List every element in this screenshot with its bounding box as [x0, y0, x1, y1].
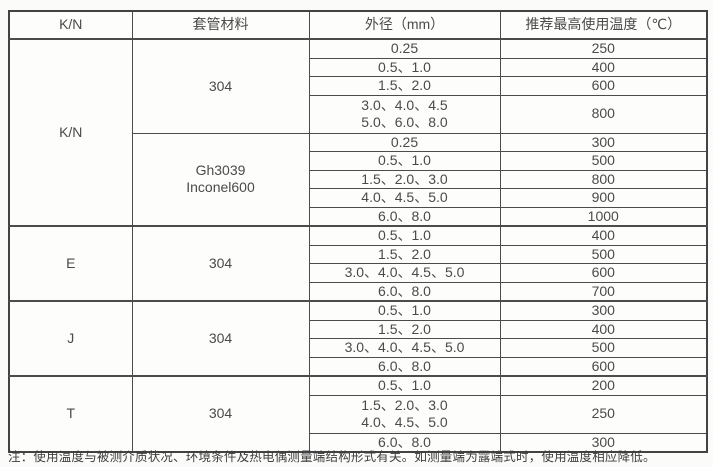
max-temp-cell: 250 [499, 394, 708, 434]
max-temp-cell: 250 [499, 38, 708, 59]
outer-diameter-cell: 3.0、4.0、4.5 5.0、6.0、8.0 [308, 94, 501, 134]
table-row: 0.5、1.0 500 [9, 151, 708, 171]
max-temp-cell: 600 [499, 356, 708, 377]
header-material: 套管材料 [131, 10, 310, 40]
table-row: E 304 0.5、1.0 400 [8, 225, 708, 302]
max-temp-cell: 800 [499, 94, 708, 134]
outer-diameter-cell: 0.25 [308, 38, 501, 59]
table-row: T 304 0.5、1.0 200 [8, 375, 708, 453]
header-outer-diameter: 外径（mm） [308, 10, 501, 40]
material-cell: 304 [131, 300, 310, 377]
outer-diameter-cell: 0.5、1.0 [308, 375, 501, 396]
outer-diameter-cell: 1.5、2.0 [308, 244, 501, 264]
outer-diameter-cell: 1.5、2.0、3.0 [308, 169, 501, 189]
outer-diameter-cell: 1.5、2.0 [308, 76, 501, 96]
table-row: 3.0、4.0、4.5、5.0 500 [9, 338, 708, 358]
max-temp-cell: 900 [499, 188, 708, 208]
table-header: K/N 套管材料 外径（mm） 推荐最高使用温度（℃） [8, 10, 708, 40]
max-temp-cell: 500 [499, 338, 708, 358]
max-temp-cell: 400 [499, 319, 708, 339]
material-cell: 304 [131, 38, 310, 134]
max-temp-cell: 1000 [499, 206, 708, 227]
outer-diameter-cell: 6.0、8.0 [308, 356, 501, 377]
max-temp-cell: 500 [499, 244, 708, 264]
spec-table: K/N 套管材料 外径（mm） 推荐最高使用温度（℃） K/N 304 0.25 25… [8, 10, 708, 453]
table-row: 3.0、4.0、4.5 5.0、6.0、8.0 800 [9, 94, 708, 134]
header-max-temp: 推荐最高使用温度（℃） [499, 10, 708, 40]
table-row: 1.5、2.0 400 [9, 319, 708, 339]
table-row: J 304 0.5、1.0 300 [8, 300, 708, 377]
table-body: K/N 304 0.25 250 0.5、1.0 400 1.5、2.0 600 3.0、4.0… [8, 38, 708, 453]
max-temp-cell: 300 [499, 432, 708, 453]
footnote: 注：使用温度与被测介质状况、环境条件及热电偶测量端结构形式有关。如测量端为露端式… [8, 450, 656, 464]
outer-diameter-cell: 1.5、2.0 [308, 319, 501, 339]
outer-diameter-cell: 1.5、2.0、3.0 4.0、4.5、5.0 [308, 394, 501, 434]
table-row: K/N 304 0.25 250 [8, 38, 708, 227]
outer-diameter-cell: 6.0、8.0 [308, 281, 501, 302]
outer-diameter-cell: 3.0、4.0、4.5、5.0 [308, 263, 501, 283]
outer-diameter-cell: 0.5、1.0 [308, 57, 501, 77]
header-row: K/N 套管材料 外径（mm） 推荐最高使用温度（℃） [8, 10, 708, 40]
max-temp-cell: 300 [499, 132, 708, 152]
max-temp-cell: 500 [499, 151, 708, 171]
max-temp-cell: 400 [499, 57, 708, 77]
table-row: 1.5、2.0、3.0 800 [9, 169, 708, 189]
header-kn: K/N [8, 10, 133, 40]
material-cell: Gh3039 Inconel600 [131, 132, 310, 227]
table-row: 6.0、8.0 600 [9, 356, 708, 377]
table-row: 3.0、4.0、4.5、5.0 600 [9, 263, 708, 283]
max-temp-cell: 800 [499, 169, 708, 189]
outer-diameter-cell: 0.25 [308, 132, 501, 152]
outer-diameter-cell: 6.0、8.0 [308, 432, 501, 453]
max-temp-cell: 300 [499, 300, 708, 321]
outer-diameter-cell: 0.5、1.0 [308, 225, 501, 246]
material-cell: 304 [131, 225, 310, 302]
outer-diameter-cell: 6.0、8.0 [308, 206, 501, 227]
max-temp-cell: 600 [499, 76, 708, 96]
outer-diameter-cell: 0.5、1.0 [308, 151, 501, 171]
max-temp-cell: 600 [499, 263, 708, 283]
max-temp-cell: 400 [499, 225, 708, 246]
outer-diameter-cell: 4.0、4.5、5.0 [308, 188, 501, 208]
material-cell: 304 [131, 375, 310, 453]
table-row: 4.0、4.5、5.0 900 [9, 188, 708, 208]
kn-cell: K/N [8, 38, 133, 227]
kn-cell: J [8, 300, 133, 377]
kn-cell: E [8, 225, 133, 302]
kn-cell: T [8, 375, 133, 453]
outer-diameter-cell: 0.5、1.0 [308, 300, 501, 321]
max-temp-cell: 200 [499, 375, 708, 396]
max-temp-cell: 700 [499, 281, 708, 302]
table-row: Gh3039 Inconel600 0.25 300 [9, 132, 708, 227]
table-row: 6.0、8.0 300 [9, 432, 708, 453]
outer-diameter-cell: 3.0、4.0、4.5、5.0 [308, 338, 501, 358]
